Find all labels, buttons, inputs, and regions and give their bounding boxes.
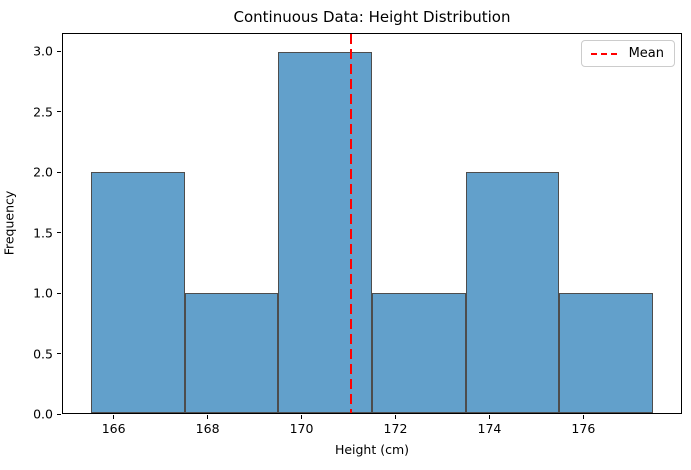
- histogram-bar: [372, 292, 466, 413]
- x-tick-label: 176: [571, 421, 596, 436]
- x-tick-label: 170: [289, 421, 314, 436]
- y-tick-label: 3.0: [33, 43, 53, 59]
- y-tick-mark: [57, 232, 61, 234]
- x-tick-label: 174: [477, 421, 502, 436]
- y-tick-mark: [57, 111, 61, 113]
- y-tick-label: 1.5: [33, 225, 53, 241]
- histogram-bar: [91, 172, 185, 413]
- x-tick-mark: [582, 415, 584, 419]
- y-tick-label: 0.5: [33, 346, 53, 362]
- y-tick-mark: [57, 50, 61, 52]
- y-tick-mark: [57, 413, 61, 415]
- mean-line: [349, 34, 352, 413]
- x-tick-mark: [207, 415, 209, 419]
- plot-area: Mean: [62, 33, 682, 414]
- histogram-bar: [465, 172, 560, 413]
- y-tick-mark: [57, 353, 61, 355]
- y-tick-label: 2.0: [33, 164, 53, 180]
- x-tick-mark: [113, 415, 115, 419]
- y-tick-label: 2.5: [33, 104, 53, 120]
- x-axis-label: Height (cm): [334, 442, 410, 457]
- y-tick-label: 1.0: [33, 285, 53, 301]
- y-axis-label: Frequency: [1, 190, 17, 256]
- x-tick-mark: [394, 415, 396, 419]
- y-tick-label: 0.0: [33, 406, 53, 422]
- x-tick-label: 168: [195, 421, 220, 436]
- y-tick-mark: [57, 292, 61, 294]
- x-tick-label: 172: [383, 421, 408, 436]
- chart-title: Continuous Data: Height Distribution: [233, 8, 511, 26]
- x-tick-mark: [488, 415, 490, 419]
- histogram-bar: [559, 292, 653, 413]
- legend-dashed-line-icon: [590, 52, 619, 55]
- legend-label: Mean: [628, 46, 664, 61]
- x-tick-mark: [301, 415, 303, 419]
- y-tick-mark: [57, 171, 61, 173]
- x-tick-label: 166: [101, 421, 126, 436]
- histogram-bar: [278, 52, 372, 413]
- histogram-bar: [184, 292, 279, 413]
- legend: Mean: [580, 40, 675, 67]
